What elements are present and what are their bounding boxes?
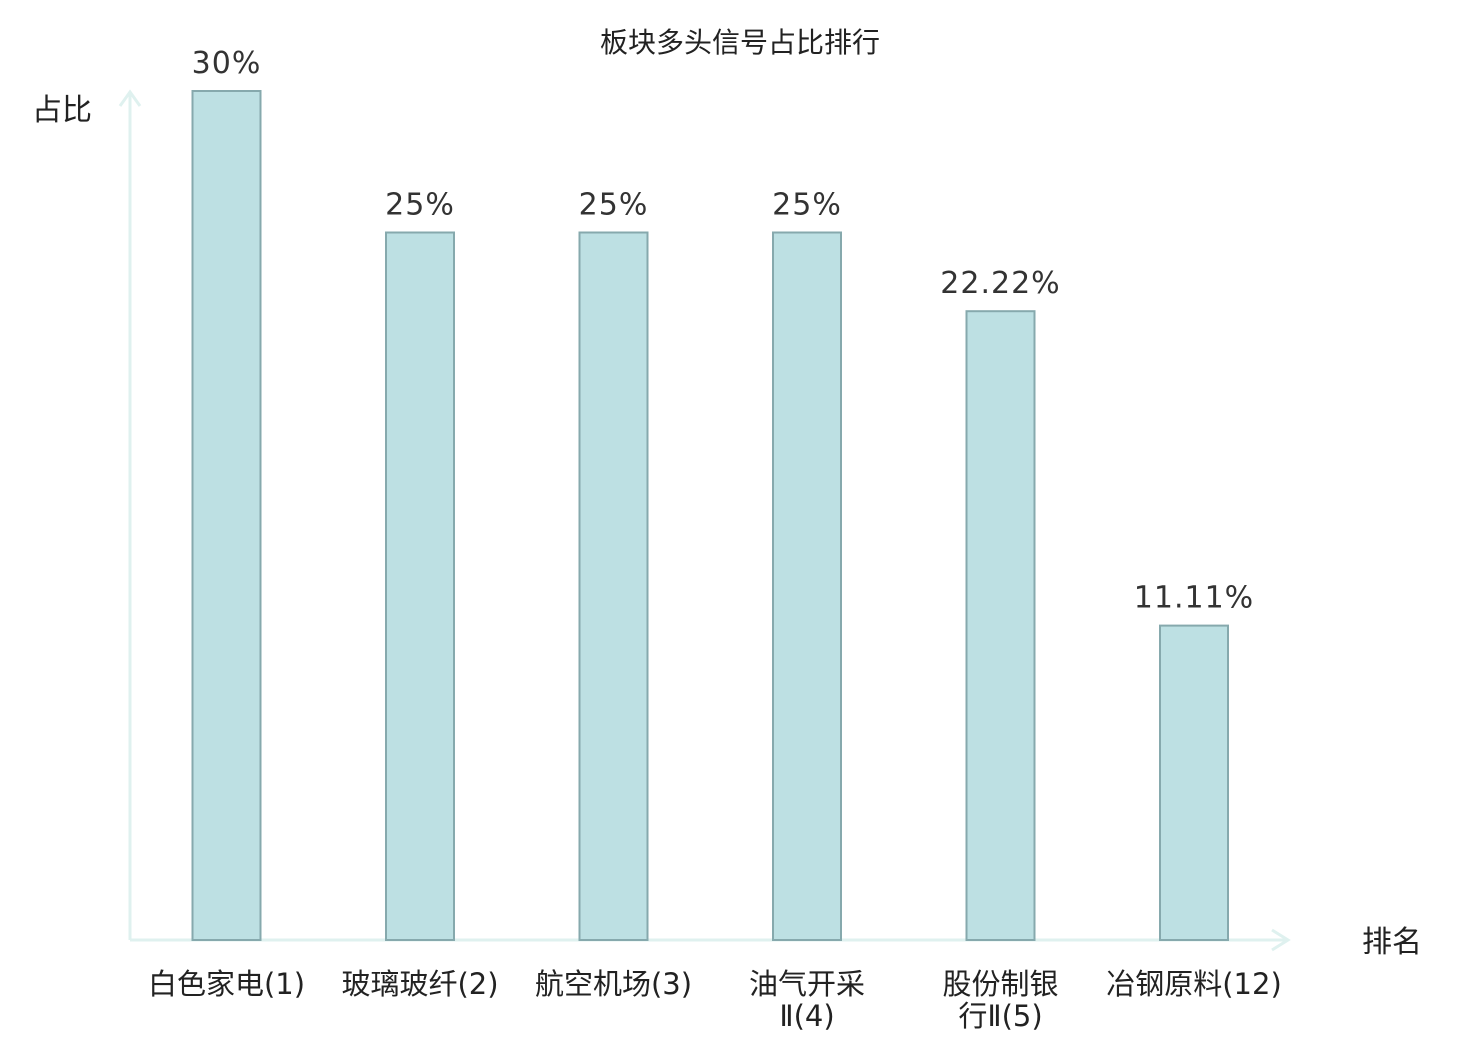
- value-label-3: 25%: [579, 188, 649, 223]
- value-label-5: 22.22%: [940, 266, 1060, 301]
- category-label-line: Ⅱ(4): [779, 999, 834, 1033]
- value-label-1: 30%: [192, 46, 262, 81]
- value-label-6: 11.11%: [1134, 581, 1254, 616]
- value-labels: 30% 25% 25% 25% 22.22% 11.11%: [192, 46, 1254, 616]
- bar-4: [772, 231, 842, 941]
- axes: [118, 89, 1291, 952]
- category-label-line: 白色家电(1): [148, 967, 305, 1001]
- bar-2: [385, 231, 455, 941]
- category-label-5: 股份制银行Ⅱ(5): [942, 967, 1058, 1033]
- category-label-line: 航空机场(3): [535, 967, 692, 1001]
- category-label-line: 行Ⅱ(5): [958, 999, 1042, 1033]
- bar-6: [1159, 624, 1229, 941]
- bar-3: [578, 231, 649, 941]
- category-label-3: 航空机场(3): [535, 967, 692, 1001]
- category-label-line: 股份制银: [942, 967, 1058, 1001]
- category-labels: 白色家电(1) 玻璃玻纤(2) 航空机场(3) 油气开采 Ⅱ(4) 股份制银行Ⅱ(5) 冶钢…: [148, 967, 1282, 1033]
- chart-title: 板块多头信号占比排行: [600, 26, 880, 59]
- value-label-4: 25%: [772, 188, 842, 223]
- bar-1: [191, 90, 262, 941]
- bars: [191, 90, 1229, 941]
- category-label-1: 白色家电(1): [148, 967, 305, 1001]
- x-axis-arrow-icon: [1271, 928, 1291, 952]
- x-axis-label: 排名: [1362, 925, 1422, 960]
- y-axis-arrow-icon: [118, 89, 142, 107]
- value-label-2: 25%: [385, 188, 455, 223]
- category-label-line: 油气开采: [749, 967, 865, 1001]
- y-axis-label: 占比: [32, 93, 92, 128]
- bar-5: [965, 310, 1036, 941]
- category-label-line: 玻璃玻纤(2): [341, 967, 498, 1001]
- category-label-2: 玻璃玻纤(2): [341, 967, 498, 1001]
- category-label-4: 油气开采 Ⅱ(4): [749, 967, 865, 1033]
- category-label-6: 冶钢原料(12): [1106, 967, 1282, 1001]
- category-label-line: 冶钢原料(12): [1106, 967, 1282, 1001]
